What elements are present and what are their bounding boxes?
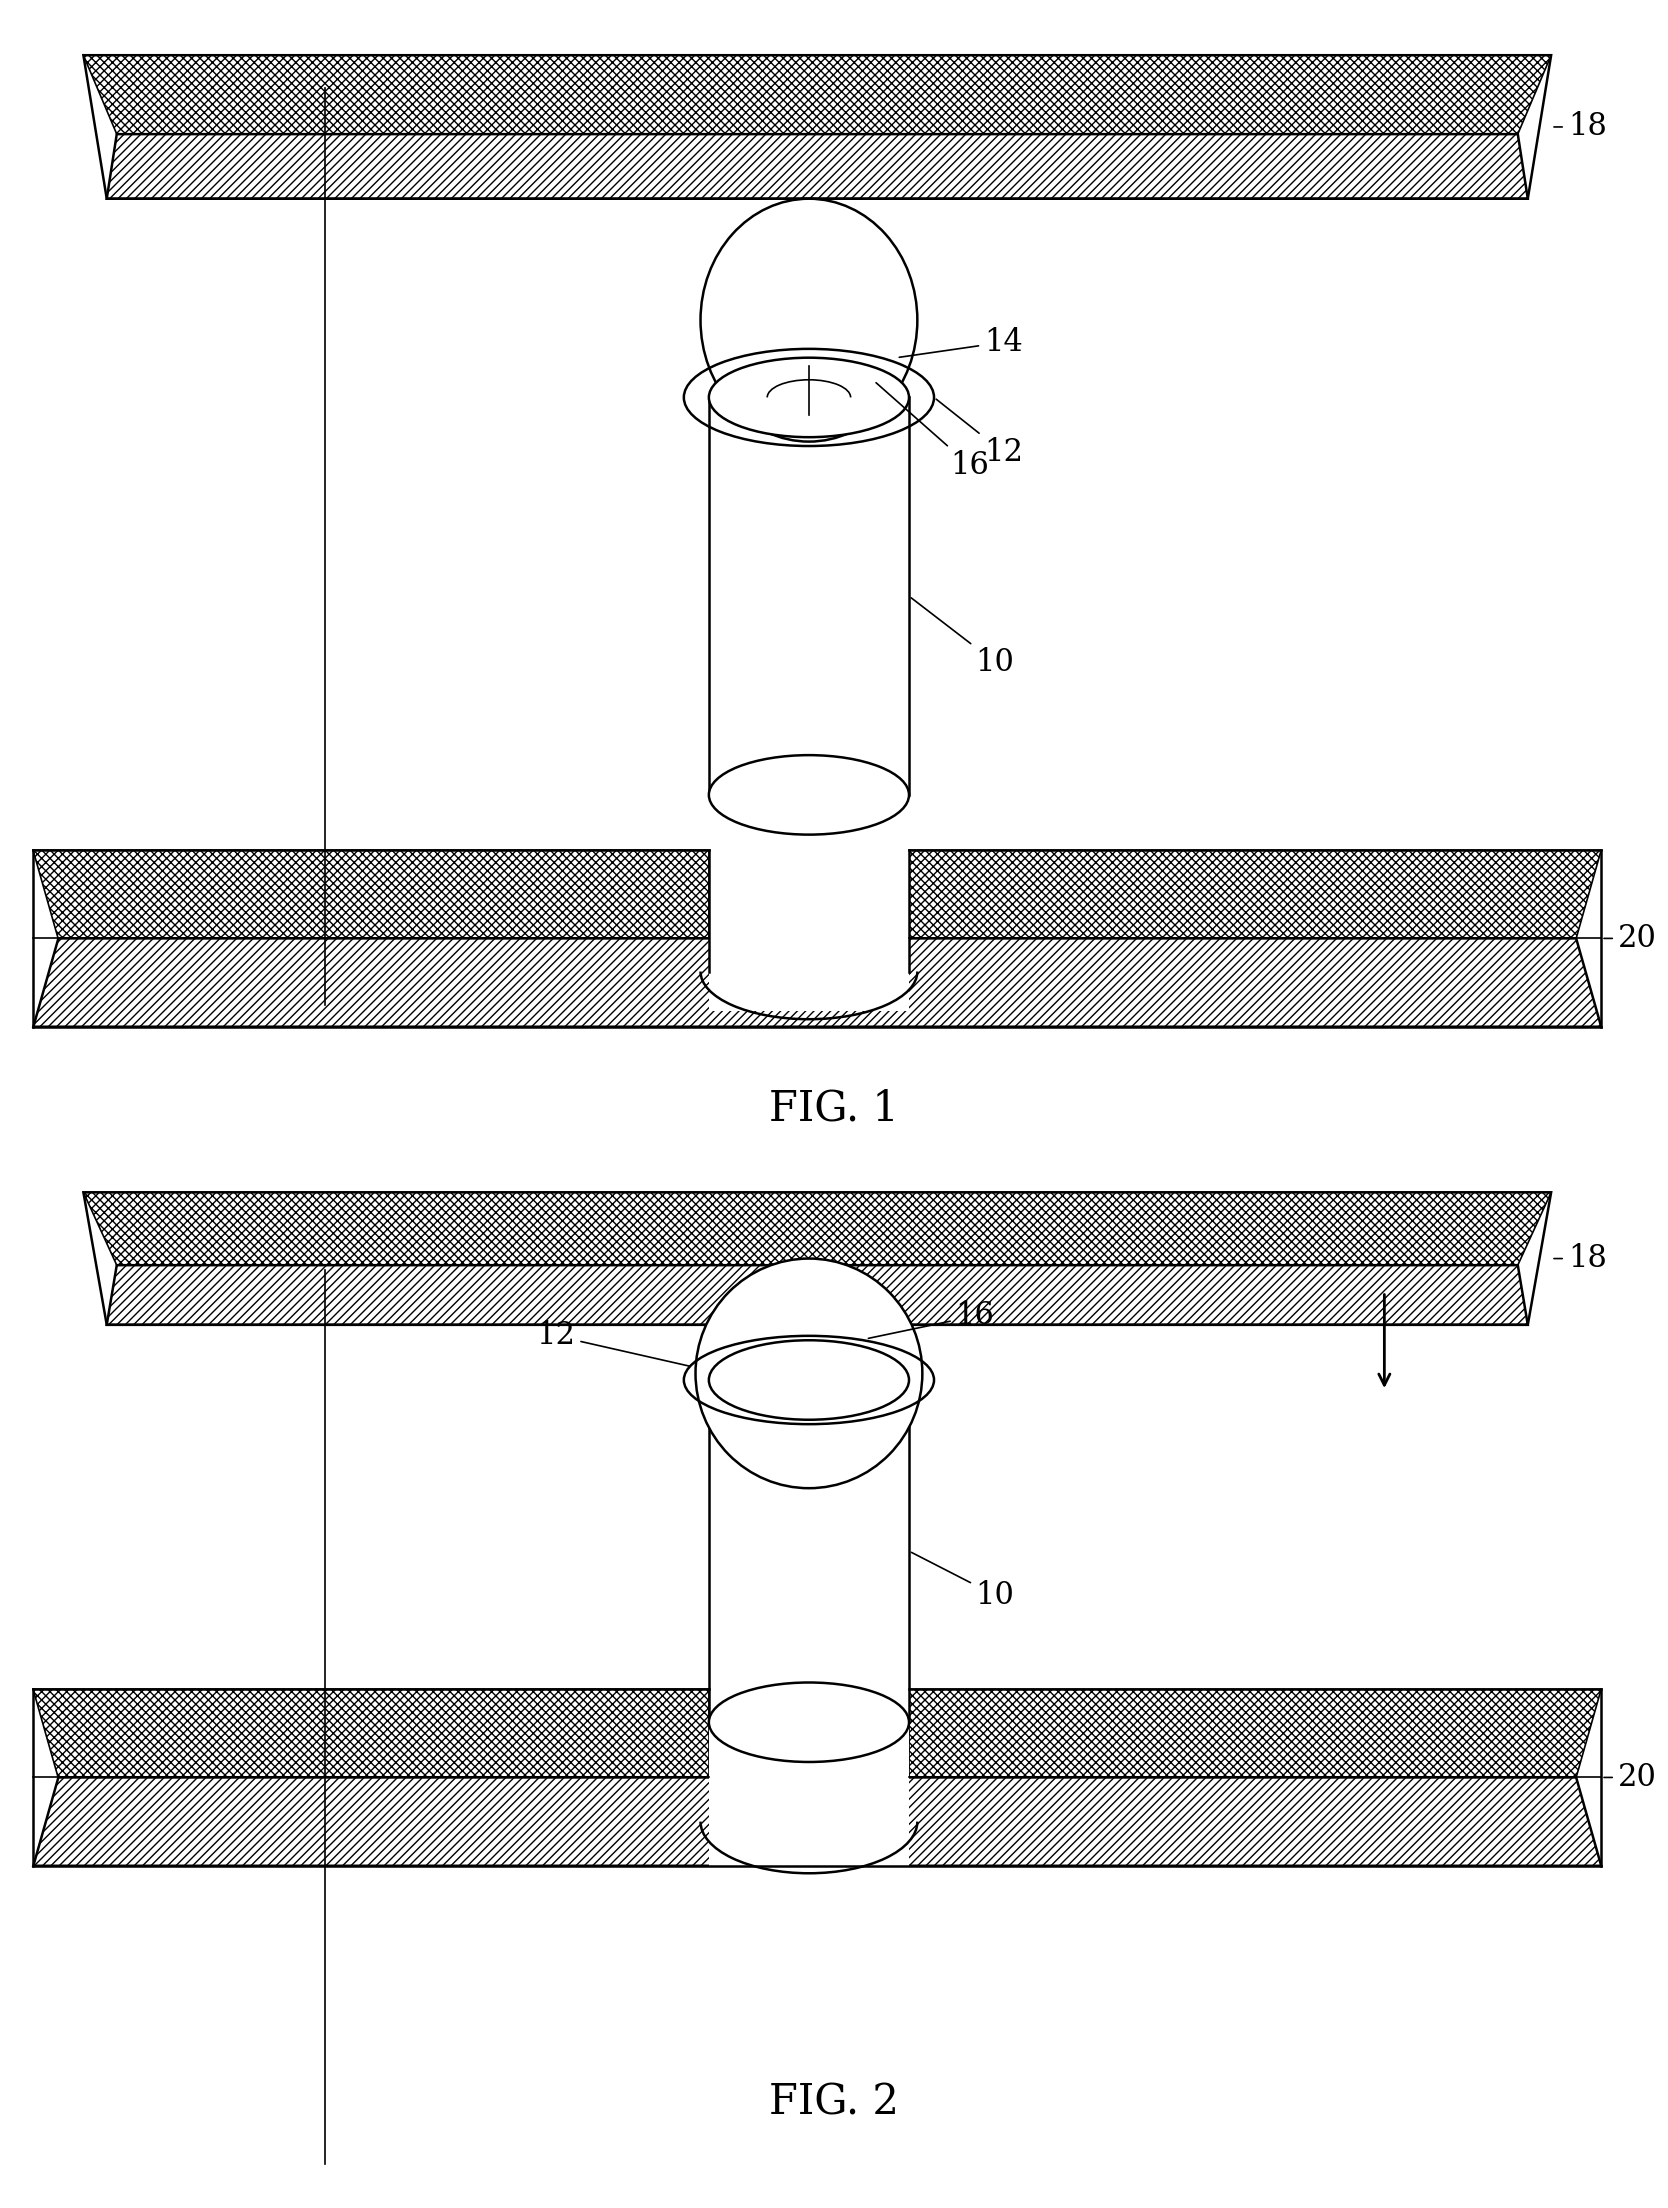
- Text: 18: 18: [1555, 1243, 1606, 1274]
- Ellipse shape: [709, 1682, 909, 1762]
- FancyBboxPatch shape: [709, 1689, 909, 1866]
- Polygon shape: [83, 55, 1551, 135]
- Text: FIG. 1: FIG. 1: [769, 1086, 899, 1130]
- Ellipse shape: [709, 1340, 909, 1420]
- Ellipse shape: [709, 755, 909, 835]
- Text: FIG. 2: FIG. 2: [769, 2080, 899, 2124]
- Polygon shape: [33, 1689, 709, 1777]
- Polygon shape: [33, 850, 709, 938]
- Text: 12: 12: [537, 1320, 689, 1367]
- Polygon shape: [909, 850, 1601, 938]
- Ellipse shape: [696, 1259, 922, 1488]
- Polygon shape: [107, 1265, 1528, 1325]
- Text: 20: 20: [1605, 923, 1656, 954]
- Polygon shape: [33, 938, 1601, 1027]
- Polygon shape: [107, 135, 1528, 199]
- FancyBboxPatch shape: [709, 397, 909, 795]
- Text: 10: 10: [911, 598, 1014, 678]
- Text: 18: 18: [1555, 110, 1606, 144]
- Polygon shape: [33, 1777, 1601, 1866]
- Ellipse shape: [709, 358, 909, 437]
- Text: 16: 16: [869, 1301, 994, 1338]
- FancyBboxPatch shape: [709, 850, 909, 1011]
- Polygon shape: [83, 1192, 1551, 1265]
- Ellipse shape: [701, 199, 917, 442]
- Text: 20: 20: [1605, 1762, 1656, 1793]
- Text: 14: 14: [899, 327, 1022, 358]
- Text: 12: 12: [936, 400, 1022, 468]
- Polygon shape: [909, 1689, 1601, 1777]
- Text: 10: 10: [911, 1552, 1014, 1612]
- FancyBboxPatch shape: [709, 1380, 909, 1722]
- Text: 16: 16: [876, 382, 989, 481]
